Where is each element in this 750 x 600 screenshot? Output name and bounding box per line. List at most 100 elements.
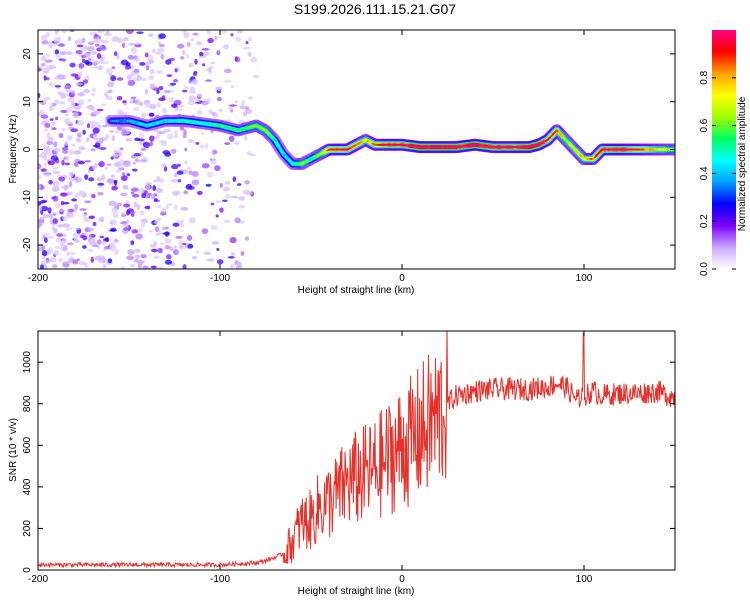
spectrogram-y-axis: 20 10 0 -10 -20 bbox=[22, 48, 675, 252]
noise-speckle bbox=[88, 215, 96, 220]
noise-speckle bbox=[64, 113, 70, 117]
noise-speckle bbox=[176, 170, 184, 175]
noise-speckle bbox=[61, 59, 67, 62]
noise-speckle bbox=[53, 141, 58, 148]
noise-speckle bbox=[184, 86, 189, 90]
noise-speckle bbox=[38, 163, 42, 170]
noise-speckle bbox=[68, 176, 77, 182]
noise-speckle bbox=[141, 112, 147, 118]
noise-speckle bbox=[204, 143, 209, 149]
noise-speckle bbox=[61, 127, 66, 132]
noise-speckle bbox=[44, 53, 51, 57]
noise-speckle bbox=[145, 65, 150, 71]
noise-speckle bbox=[39, 217, 45, 221]
snr-ytick-label: 200 bbox=[22, 520, 33, 537]
noise-speckle bbox=[153, 198, 158, 202]
noise-speckle bbox=[154, 52, 161, 55]
noise-speckle bbox=[66, 242, 74, 246]
noise-speckle bbox=[102, 124, 109, 128]
noise-speckle bbox=[133, 55, 138, 59]
noise-speckle bbox=[86, 123, 91, 129]
noise-speckle bbox=[131, 168, 138, 172]
noise-speckle bbox=[51, 121, 56, 126]
spectrogram-xtick-label: -100 bbox=[210, 273, 230, 284]
noise-speckle bbox=[103, 91, 109, 97]
noise-speckle bbox=[219, 207, 224, 213]
noise-speckle bbox=[116, 54, 120, 60]
noise-speckle bbox=[230, 84, 235, 89]
noise-speckle bbox=[157, 247, 163, 254]
noise-speckle bbox=[134, 99, 141, 106]
noise-speckle bbox=[228, 135, 235, 142]
noise-speckle bbox=[64, 88, 72, 93]
snr-xtick-label: 100 bbox=[576, 574, 593, 585]
noise-speckle bbox=[92, 221, 97, 227]
noise-speckle bbox=[203, 251, 212, 256]
noise-speckle bbox=[188, 62, 194, 68]
noise-speckle bbox=[245, 191, 253, 195]
noise-speckle bbox=[220, 30, 227, 34]
noise-speckle bbox=[189, 86, 196, 93]
noise-speckle bbox=[51, 264, 58, 269]
noise-speckle bbox=[43, 237, 48, 244]
noise-speckle bbox=[111, 153, 119, 157]
noise-speckle bbox=[110, 156, 114, 160]
noise-speckle bbox=[188, 79, 192, 84]
noise-speckle bbox=[46, 132, 51, 139]
noise-speckle bbox=[156, 266, 165, 269]
noise-speckle bbox=[207, 38, 214, 44]
noise-speckle bbox=[192, 71, 197, 77]
noise-speckle bbox=[177, 219, 185, 224]
noise-speckle bbox=[68, 149, 74, 155]
noise-speckle bbox=[54, 202, 62, 209]
noise-speckle bbox=[219, 183, 223, 188]
noise-speckle bbox=[240, 251, 245, 256]
noise-speckle bbox=[181, 242, 187, 246]
noise-speckle bbox=[160, 140, 167, 147]
noise-speckle bbox=[62, 215, 68, 222]
noise-speckle bbox=[141, 193, 147, 199]
noise-speckle bbox=[73, 161, 79, 168]
noise-speckle bbox=[155, 188, 163, 193]
noise-speckle bbox=[55, 116, 59, 121]
noise-speckle bbox=[105, 133, 110, 140]
noise-speckle bbox=[121, 172, 125, 176]
noise-speckle bbox=[70, 143, 75, 147]
noise-speckle bbox=[56, 233, 64, 237]
noise-speckle bbox=[165, 59, 172, 65]
noise-speckle bbox=[52, 150, 58, 157]
noise-speckle bbox=[158, 85, 164, 91]
noise-speckle bbox=[104, 237, 110, 243]
noise-speckle bbox=[76, 258, 80, 262]
noise-speckle bbox=[50, 65, 54, 69]
noise-speckle bbox=[150, 265, 157, 269]
noise-speckle bbox=[231, 195, 239, 199]
snr-frame bbox=[37, 330, 676, 571]
noise-speckle bbox=[122, 38, 130, 42]
noise-speckle bbox=[113, 51, 118, 57]
noise-speckle bbox=[171, 163, 179, 170]
noise-speckle bbox=[188, 138, 194, 144]
noise-speckle bbox=[186, 166, 191, 171]
noise-speckle bbox=[127, 249, 135, 256]
noise-speckle bbox=[75, 82, 83, 86]
noise-speckle bbox=[65, 106, 73, 113]
noise-speckle bbox=[61, 146, 69, 151]
noise-speckle bbox=[130, 47, 137, 54]
noise-speckle bbox=[60, 192, 68, 197]
spectrogram-noise-layer bbox=[38, 30, 260, 269]
noise-speckle bbox=[146, 205, 151, 210]
noise-speckle bbox=[201, 47, 210, 51]
noise-speckle bbox=[170, 248, 175, 252]
noise-speckle bbox=[41, 199, 48, 203]
noise-speckle bbox=[195, 141, 200, 145]
noise-speckle bbox=[190, 38, 195, 42]
noise-speckle bbox=[96, 239, 102, 245]
noise-speckle bbox=[120, 266, 126, 269]
noise-speckle bbox=[75, 227, 80, 230]
colorbar-axis: 0.0 0.2 0.4 0.6 0.8 bbox=[699, 70, 736, 276]
noise-speckle bbox=[133, 201, 138, 208]
noise-speckle bbox=[234, 141, 240, 145]
noise-speckle bbox=[62, 263, 70, 268]
noise-speckle bbox=[90, 50, 97, 55]
